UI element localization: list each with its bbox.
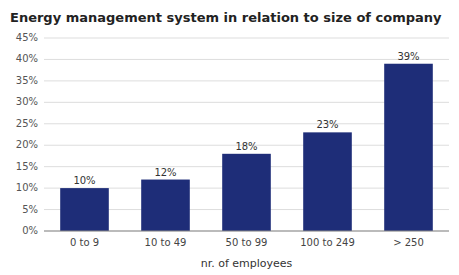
data-label: 39% xyxy=(397,51,419,62)
bars xyxy=(60,64,433,231)
chart-svg: Energy management system in relation to … xyxy=(0,0,459,275)
bar xyxy=(384,64,433,231)
title: Energy management system in relation to … xyxy=(10,10,442,25)
x-axis: 0 to 9 10 to 49 50 to 99 100 to 249 > 250 xyxy=(44,231,449,248)
x-tick-label: 10 to 49 xyxy=(145,237,187,248)
bar xyxy=(60,188,109,231)
bar xyxy=(141,180,190,231)
x-tick-label: 100 to 249 xyxy=(300,237,355,248)
y-tick-label: 35% xyxy=(16,75,38,86)
y-tick-label: 25% xyxy=(16,118,38,129)
y-tick-label: 15% xyxy=(16,161,38,172)
y-tick-label: 0% xyxy=(22,225,38,236)
data-label: 23% xyxy=(316,119,338,130)
y-axis: 0% 5% 10% 15% 20% 25% 30% 35% 40% 45% xyxy=(16,32,38,236)
y-tick-label: 5% xyxy=(22,204,38,215)
y-tick-label: 45% xyxy=(16,32,38,43)
grid xyxy=(44,38,449,231)
grid-line xyxy=(44,59,449,60)
data-label: 10% xyxy=(73,175,95,186)
bar xyxy=(222,154,271,231)
grid-line xyxy=(44,231,449,232)
x-axis-line xyxy=(44,231,449,232)
data-label: 18% xyxy=(235,141,257,152)
chart-container: Energy management system in relation to … xyxy=(0,0,459,275)
y-tick-label: 40% xyxy=(16,53,38,64)
x-tick-label: 50 to 99 xyxy=(226,237,268,248)
data-labels: 10% 12% 18% 23% 39% xyxy=(73,51,419,186)
x-tick-label: > 250 xyxy=(393,237,424,248)
y-tick-label: 30% xyxy=(16,96,38,107)
bar xyxy=(303,132,352,231)
x-tick-label: 0 to 9 xyxy=(70,237,99,248)
x-axis-label: nr. of employees xyxy=(201,257,293,270)
data-label: 12% xyxy=(154,167,176,178)
y-tick-label: 10% xyxy=(16,182,38,193)
y-tick-label: 20% xyxy=(16,139,38,150)
grid-line xyxy=(44,38,449,39)
